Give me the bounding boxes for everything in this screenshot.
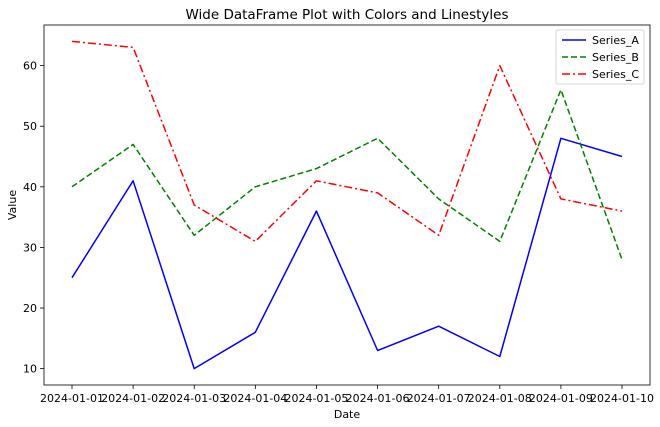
x-tick-label: 2024-01-04 (223, 392, 287, 405)
series-line-series-a (71, 137, 623, 370)
x-axis: 2024-01-012024-01-022024-01-032024-01-04… (40, 385, 654, 405)
series-line-series-c (71, 40, 623, 243)
y-tick-label: 10 (23, 363, 37, 376)
x-axis-label: Date (334, 408, 361, 421)
legend-entry: Series_C (592, 68, 639, 81)
series-line-series-b (71, 89, 623, 260)
y-axis-label: Value (6, 190, 19, 220)
y-tick-label: 30 (23, 241, 37, 254)
x-tick-label: 2024-01-10 (590, 392, 654, 405)
y-tick-label: 40 (23, 181, 37, 194)
y-tick-label: 50 (23, 120, 37, 133)
y-axis: 10 20 30 40 50 60 (23, 60, 44, 376)
legend-entry: Series_A (592, 34, 639, 47)
legend-box (555, 29, 645, 85)
series-lines (71, 40, 623, 370)
x-tick-label: 2024-01-09 (529, 392, 593, 405)
chart-title: Wide DataFrame Plot with Colors and Line… (185, 7, 508, 23)
legend-entry: Series_B (592, 51, 639, 64)
x-tick-label: 2024-01-08 (468, 392, 532, 405)
x-tick-label: 2024-01-02 (101, 392, 165, 405)
x-tick-label: 2024-01-01 (40, 392, 104, 405)
x-tick-label: 2024-01-03 (162, 392, 226, 405)
x-tick-label: 2024-01-07 (407, 392, 471, 405)
y-tick-label: 20 (23, 302, 37, 315)
legend: Series_A Series_B Series_C (555, 29, 645, 85)
x-tick-label: 2024-01-05 (284, 392, 348, 405)
x-tick-label: 2024-01-06 (346, 392, 410, 405)
plot-area (43, 24, 651, 386)
y-tick-label: 60 (23, 60, 37, 73)
